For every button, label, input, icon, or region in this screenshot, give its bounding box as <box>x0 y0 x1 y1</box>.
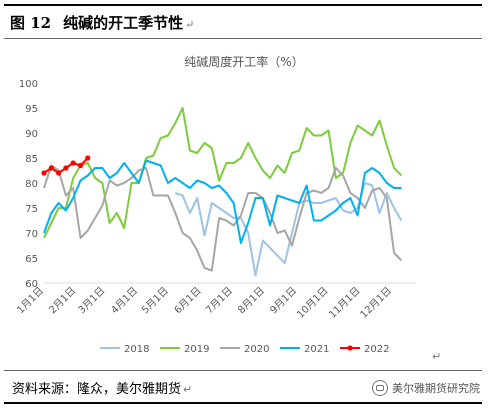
x-tick-label: 9月1日 <box>268 285 300 317</box>
source-text: 资料来源：隆众，美尔雅期货 <box>12 382 182 397</box>
x-tick-label: 6月1日 <box>172 285 204 317</box>
series-point-2022 <box>70 160 76 166</box>
series-point-2022 <box>48 165 54 171</box>
source-rule <box>4 370 482 371</box>
x-tick-label: 5月1日 <box>139 285 171 317</box>
return-mark: ↵ <box>185 18 195 31</box>
x-tick-label: 11月1日 <box>327 285 363 321</box>
legend-label: 2022 <box>364 344 389 355</box>
watermark-text: 美尔雅期货研究院 <box>392 382 480 395</box>
x-tick-label: 3月1日 <box>76 285 108 317</box>
series-point-2022 <box>63 165 69 171</box>
x-tick-label: 2月1日 <box>47 285 79 317</box>
figure-title: 纯碱的开工季节性 <box>63 14 184 32</box>
series-point-2022 <box>55 170 62 176</box>
y-tick-label: 75 <box>25 204 38 215</box>
legend-label: 2019 <box>184 344 209 355</box>
source-return-mark: ↵ <box>183 383 193 396</box>
x-tick-label: 12月1日 <box>358 285 394 321</box>
series-point-2022 <box>77 162 84 169</box>
chart-title: 纯碱周度开工率（%） <box>184 55 304 69</box>
x-tick-label: 10月1日 <box>294 285 330 321</box>
y-tick-label: 60 <box>25 279 38 290</box>
y-tick-label: 100 <box>19 79 38 90</box>
x-tick-label: 8月1日 <box>236 285 268 317</box>
y-tick-label: 70 <box>25 229 38 240</box>
top-border <box>4 4 482 6</box>
y-tick-label: 85 <box>25 154 38 165</box>
series-line-2020 <box>43 164 403 272</box>
legend-label: 2021 <box>304 344 329 355</box>
legend-label: 2020 <box>244 344 269 355</box>
y-tick-label: 80 <box>25 179 38 190</box>
caption-rule <box>4 38 482 39</box>
wechat-icon <box>372 380 388 396</box>
series-point-2022 <box>41 170 47 176</box>
y-tick-label: 65 <box>25 254 38 265</box>
figure-number: 图 12 <box>10 14 52 32</box>
return-mark-2: ↵ <box>432 350 442 363</box>
source-note: 资料来源：隆众，美尔雅期货 ↵ <box>12 378 192 397</box>
series-point-2022 <box>85 155 91 161</box>
y-tick-label: 90 <box>25 129 38 140</box>
legend-marker-2022 <box>347 345 353 351</box>
series-line-2021 <box>43 159 402 244</box>
bottom-border <box>4 402 482 404</box>
x-tick-label: 4月1日 <box>109 285 141 317</box>
y-tick-label: 95 <box>25 104 38 115</box>
x-tick-label: 7月1日 <box>203 285 235 317</box>
series-line-2018 <box>174 182 403 277</box>
figure-caption: 图 12 纯碱的开工季节性 ↵ <box>10 12 194 33</box>
watermark: 美尔雅期货研究院 <box>372 380 480 396</box>
legend-label: 2018 <box>124 344 149 355</box>
